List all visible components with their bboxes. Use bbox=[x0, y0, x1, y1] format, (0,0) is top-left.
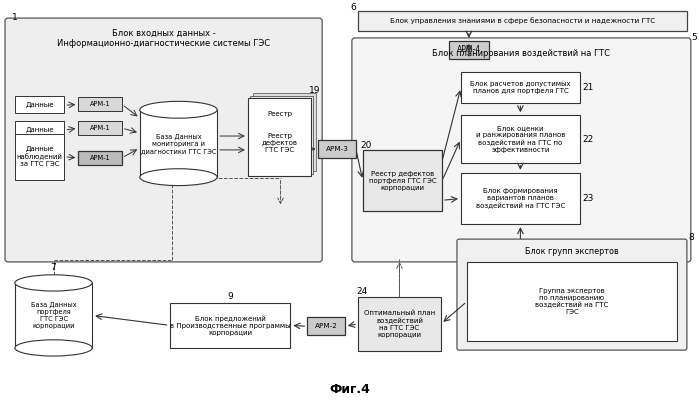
Text: Блок оценки
и ранжирования планов
воздействий на ГТС по
эффективности: Блок оценки и ранжирования планов воздей… bbox=[476, 125, 565, 153]
Text: 19: 19 bbox=[309, 86, 321, 95]
Text: 1: 1 bbox=[12, 13, 17, 22]
Text: Фиг.4: Фиг.4 bbox=[329, 383, 370, 396]
Bar bbox=[467, 262, 677, 341]
Text: Блок формирования
вариантов планов
воздействий на ГТС ГЭС: Блок формирования вариантов планов возде… bbox=[476, 188, 565, 209]
Ellipse shape bbox=[15, 275, 92, 291]
Text: Блок предложений
в Производственные программы
корпорации: Блок предложений в Производственные прог… bbox=[170, 315, 290, 336]
Bar bbox=[318, 140, 356, 158]
Bar bbox=[140, 110, 217, 177]
Text: АРМ-1: АРМ-1 bbox=[90, 101, 110, 107]
Text: АРМ-4: АРМ-4 bbox=[456, 45, 481, 54]
Text: Оптимальный план
воздействий
на ГТС ГЭС
корпорации: Оптимальный план воздействий на ГТС ГЭС … bbox=[364, 310, 435, 338]
Bar bbox=[15, 121, 64, 138]
Text: Блок расчетов допустимых
планов для портфеля ГТС: Блок расчетов допустимых планов для порт… bbox=[470, 81, 570, 94]
Bar bbox=[78, 121, 122, 135]
Text: База Данных
портфеля
ГТС ГЭС
корпорации: База Данных портфеля ГТС ГЭС корпорации bbox=[31, 302, 76, 329]
Text: АРМ-1: АРМ-1 bbox=[90, 125, 110, 131]
Text: Реестр
дефектов
ГТС ГЭС: Реестр дефектов ГТС ГЭС bbox=[261, 133, 298, 153]
Text: Данные
наблюдений
за ГТС ГЭС: Данные наблюдений за ГТС ГЭС bbox=[17, 146, 63, 167]
Text: Блок управления знаниями в сфере безопасности и надежности ГТС: Блок управления знаниями в сфере безопас… bbox=[390, 18, 655, 24]
Text: 6: 6 bbox=[350, 3, 356, 12]
Bar bbox=[170, 302, 291, 348]
Text: Реестр: Реестр bbox=[267, 111, 292, 117]
Bar bbox=[461, 72, 580, 103]
Text: 21: 21 bbox=[583, 83, 594, 92]
Text: АРМ-3: АРМ-3 bbox=[326, 146, 349, 152]
Text: АРМ-2: АРМ-2 bbox=[315, 323, 338, 329]
Bar bbox=[15, 283, 92, 348]
FancyBboxPatch shape bbox=[352, 38, 691, 262]
Bar bbox=[358, 11, 687, 31]
Bar bbox=[78, 151, 122, 165]
Bar bbox=[461, 115, 580, 163]
Bar bbox=[363, 150, 442, 211]
Text: Блок планирования воздействий на ГТС: Блок планирования воздействий на ГТС bbox=[433, 49, 610, 58]
Text: 23: 23 bbox=[583, 194, 594, 203]
Text: 7: 7 bbox=[51, 263, 57, 272]
Text: 20: 20 bbox=[361, 141, 372, 150]
Text: 8: 8 bbox=[688, 233, 693, 242]
Bar bbox=[15, 134, 64, 179]
FancyBboxPatch shape bbox=[5, 18, 322, 262]
Bar bbox=[308, 317, 345, 335]
Bar bbox=[461, 173, 580, 224]
FancyBboxPatch shape bbox=[457, 239, 687, 350]
Bar bbox=[358, 297, 441, 351]
Bar bbox=[78, 97, 122, 111]
Bar bbox=[15, 96, 64, 113]
Ellipse shape bbox=[140, 101, 217, 118]
Text: Данные: Данные bbox=[25, 102, 54, 108]
Text: Группа экспертов
по планированию
воздействий на ГТС
ГЭС: Группа экспертов по планированию воздейс… bbox=[535, 288, 609, 315]
Text: 9: 9 bbox=[227, 291, 233, 301]
Ellipse shape bbox=[140, 169, 217, 186]
Text: Блок входных данных -
Информационно-диагностические системы ГЭС: Блок входных данных - Информационно-диаг… bbox=[57, 29, 270, 48]
Text: Данные: Данные bbox=[25, 127, 54, 133]
Ellipse shape bbox=[15, 340, 92, 356]
Bar bbox=[253, 94, 316, 171]
Bar bbox=[250, 96, 313, 174]
Text: Блок групп экспертов: Блок групп экспертов bbox=[525, 247, 619, 256]
Text: База Данных
мониторинга и
диагностики ГТС ГЭС: База Данных мониторинга и диагностики ГТ… bbox=[140, 133, 216, 153]
Bar bbox=[248, 98, 311, 176]
Text: 22: 22 bbox=[583, 134, 594, 144]
Text: 24: 24 bbox=[356, 287, 367, 295]
Text: АРМ-1: АРМ-1 bbox=[90, 155, 110, 161]
Text: 5: 5 bbox=[691, 33, 697, 42]
Text: Реестр дефектов
портфеля ГТС ГЭС
корпорации: Реестр дефектов портфеля ГТС ГЭС корпора… bbox=[368, 171, 436, 190]
Bar bbox=[449, 41, 489, 59]
